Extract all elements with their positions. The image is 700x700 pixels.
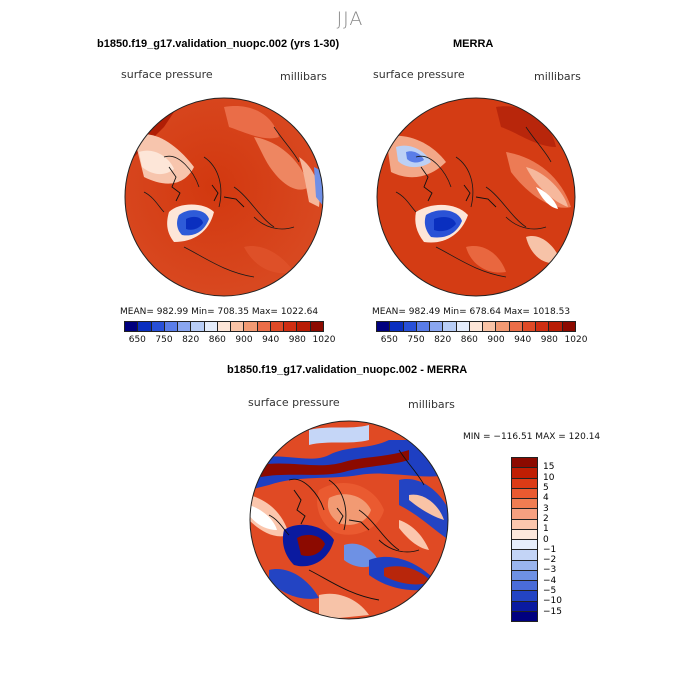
season-title: JJA — [336, 8, 364, 30]
obs-colorbar-swatch — [496, 322, 510, 331]
diff-colorbar-swatch — [512, 540, 537, 551]
model-units-label: millibars — [280, 70, 327, 83]
model-colorbar-swatch — [257, 322, 271, 331]
model-colorbar-swatch — [231, 322, 245, 331]
obs-variable-label: surface pressure — [373, 68, 465, 81]
diff-variable-label: surface pressure — [248, 396, 340, 409]
diff-colorbar-swatch — [512, 591, 537, 602]
model-colorbar-swatch — [284, 322, 298, 331]
diff-minmax: MIN = −116.51 MAX = 120.14 — [463, 432, 601, 442]
diff-colorbar-tick-label: 2 — [543, 513, 549, 524]
model-variable-label: surface pressure — [121, 68, 213, 81]
diff-units-label: millibars — [408, 398, 455, 411]
obs-colorbar-swatch — [443, 322, 457, 331]
diff-panel-title: b1850.f19_g17.validation_nuopc.002 - MER… — [227, 364, 468, 376]
diff-colorbar-swatch — [512, 458, 537, 469]
obs-colorbar-swatch — [390, 322, 404, 331]
diff-colorbar-swatch — [512, 488, 537, 499]
model-stats: MEAN= 982.99 Min= 708.35 Max= 1022.64 — [120, 307, 319, 317]
diff-colorbar-tick-label: 0 — [543, 534, 549, 545]
diff-colorbar-tick-label: −4 — [543, 575, 557, 586]
obs-colorbar-swatch — [536, 322, 550, 331]
diff-colorbar-tick-label: −1 — [543, 544, 557, 555]
model-colorbar-swatch — [125, 322, 139, 331]
obs-colorbar-tick-label: 750 — [407, 335, 425, 345]
diff-colorbar-tick-label: 4 — [543, 493, 549, 504]
diff-colorbar-swatch — [512, 529, 537, 540]
diff-colorbar-swatch — [512, 560, 537, 571]
diff-colorbar-swatch — [512, 611, 537, 621]
obs-panel-title: MERRA — [453, 38, 494, 50]
obs-colorbar-tick-label: 1020 — [564, 335, 588, 345]
model-colorbar-tick-label: 820 — [182, 335, 200, 345]
model-colorbar-tick-label: 900 — [235, 335, 253, 345]
model-colorbar-tick-label: 750 — [155, 335, 173, 345]
diff-colorbar-swatch — [512, 550, 537, 561]
diff-colorbar-swatch — [512, 468, 537, 479]
diff-colorbar-tick-label: 1 — [543, 524, 549, 535]
obs-colorbar-swatch — [509, 322, 523, 331]
diff-colorbar-swatch — [512, 509, 537, 520]
diff-colorbar-tick-label: 15 — [543, 462, 555, 473]
diff-colorbar-tick-label: −2 — [543, 555, 557, 566]
diff-colorbar-tick-label: −10 — [543, 596, 562, 607]
obs-colorbar-swatch — [562, 322, 575, 331]
model-colorbar — [124, 321, 324, 332]
diff-colorbar-swatch — [512, 581, 537, 592]
model-colorbar-tick-label: 860 — [208, 335, 226, 345]
model-colorbar-swatch — [310, 322, 323, 331]
model-polar-map — [124, 97, 324, 297]
obs-stats: MEAN= 982.49 Min= 678.64 Max= 1018.53 — [372, 307, 571, 317]
model-colorbar-swatch — [191, 322, 205, 331]
obs-colorbar — [376, 321, 576, 332]
obs-colorbar-swatch — [377, 322, 391, 331]
obs-colorbar-tick-label: 900 — [487, 335, 505, 345]
obs-polar-map — [376, 97, 576, 297]
obs-colorbar-swatch — [469, 322, 484, 331]
model-colorbar-swatch — [138, 322, 152, 331]
obs-colorbar-swatch — [403, 322, 417, 331]
diff-colorbar — [511, 457, 538, 622]
model-colorbar-swatch — [297, 322, 311, 331]
diff-colorbar-swatch — [512, 499, 537, 510]
obs-colorbar-swatch — [522, 322, 537, 331]
diff-colorbar-tick-label: 5 — [543, 482, 549, 493]
diff-colorbar-swatch — [512, 570, 537, 581]
obs-colorbar-swatch — [416, 322, 431, 331]
obs-colorbar-swatch — [483, 322, 497, 331]
model-colorbar-swatch — [204, 322, 218, 331]
model-colorbar-tick-label: 650 — [128, 335, 146, 345]
diff-colorbar-swatch — [512, 601, 537, 612]
model-colorbar-swatch — [164, 322, 179, 331]
diff-colorbar-tick-label: 3 — [543, 503, 549, 514]
model-panel-title: b1850.f19_g17.validation_nuopc.002 (yrs … — [97, 38, 340, 50]
diff-polar-map — [249, 420, 449, 620]
diff-colorbar-swatch — [512, 478, 537, 489]
obs-colorbar-tick-label: 940 — [514, 335, 532, 345]
obs-colorbar-tick-label: 860 — [460, 335, 478, 345]
model-colorbar-tick-label: 940 — [262, 335, 280, 345]
model-colorbar-swatch — [151, 322, 165, 331]
diff-colorbar-tick-label: 10 — [543, 472, 555, 483]
diff-colorbar-tick-label: −5 — [543, 586, 557, 597]
diff-colorbar-tick-label: −3 — [543, 565, 557, 576]
obs-colorbar-swatch — [430, 322, 444, 331]
obs-colorbar-tick-label: 980 — [540, 335, 558, 345]
diff-colorbar-swatch — [512, 519, 537, 530]
model-colorbar-swatch — [244, 322, 258, 331]
obs-colorbar-tick-label: 650 — [380, 335, 398, 345]
model-colorbar-swatch — [178, 322, 192, 331]
model-colorbar-tick-label: 980 — [288, 335, 306, 345]
obs-units-label: millibars — [534, 70, 581, 83]
obs-colorbar-tick-label: 820 — [434, 335, 452, 345]
model-colorbar-tick-label: 1020 — [312, 335, 336, 345]
diff-colorbar-tick-label: −15 — [543, 606, 562, 617]
obs-colorbar-swatch — [549, 322, 563, 331]
obs-colorbar-swatch — [456, 322, 470, 331]
model-colorbar-swatch — [217, 322, 232, 331]
model-colorbar-swatch — [270, 322, 285, 331]
